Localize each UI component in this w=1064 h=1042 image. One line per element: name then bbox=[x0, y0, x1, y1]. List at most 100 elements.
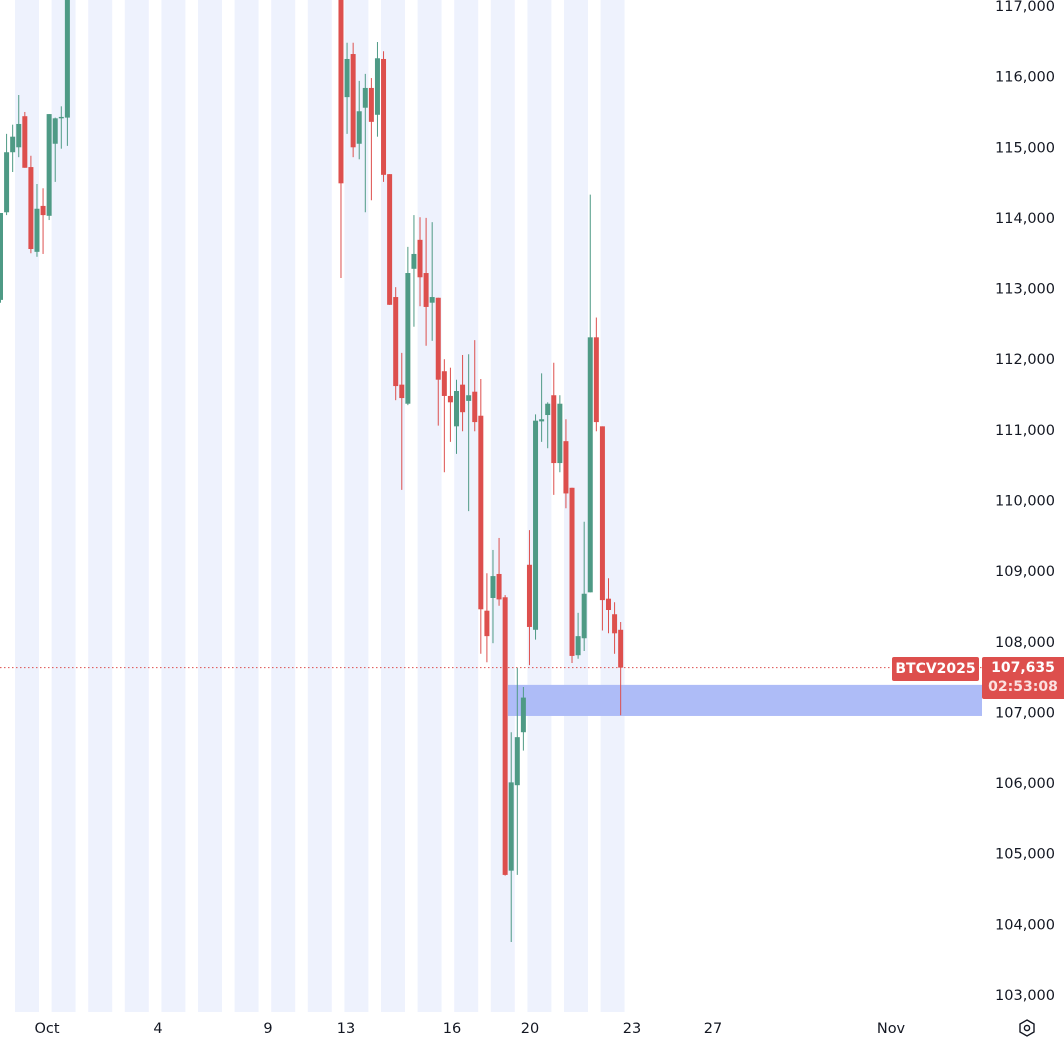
candle-body bbox=[593, 337, 599, 423]
candle-body bbox=[533, 420, 539, 630]
y-tick-label: 112,000 bbox=[995, 352, 1055, 368]
candle-body bbox=[0, 212, 3, 300]
y-tick-label: 111,000 bbox=[995, 423, 1055, 439]
candle bbox=[435, 297, 441, 426]
session-band bbox=[198, 0, 222, 1012]
candle bbox=[502, 595, 508, 876]
candle bbox=[599, 426, 605, 631]
x-tick-label: 23 bbox=[623, 1021, 641, 1037]
candle-body bbox=[64, 0, 70, 118]
candle-body bbox=[460, 384, 466, 413]
candle-body bbox=[58, 116, 64, 119]
candle bbox=[46, 114, 52, 221]
candle-body bbox=[557, 403, 563, 464]
candle bbox=[569, 487, 575, 663]
candle bbox=[58, 106, 64, 149]
y-tick-label: 103,000 bbox=[995, 988, 1055, 1004]
candle-body bbox=[490, 576, 496, 598]
x-tick-label: Oct bbox=[34, 1021, 59, 1037]
candle-body bbox=[387, 174, 393, 305]
candle-body bbox=[520, 697, 526, 733]
candle bbox=[508, 732, 514, 943]
candle-body bbox=[28, 167, 34, 250]
y-tick-label: 115,000 bbox=[995, 140, 1055, 156]
price-axis[interactable]: 117,000 116,000 115,000 114,000 113,000 112,0… bbox=[995, 0, 1055, 1004]
candle-body bbox=[338, 0, 344, 184]
candle bbox=[411, 215, 417, 327]
candle bbox=[533, 414, 539, 640]
candle-body bbox=[429, 297, 435, 303]
candle bbox=[557, 395, 563, 473]
candle bbox=[496, 537, 502, 606]
candle-body bbox=[344, 58, 350, 98]
candle bbox=[429, 222, 435, 341]
candle bbox=[28, 155, 34, 254]
candle-body bbox=[508, 782, 514, 871]
session-band bbox=[454, 0, 479, 1012]
candles bbox=[0, 0, 624, 943]
x-tick-label: Nov bbox=[877, 1021, 906, 1037]
candle bbox=[417, 217, 423, 307]
candle bbox=[472, 340, 478, 432]
bar-countdown: 02:53:08 bbox=[988, 679, 1058, 695]
session-bands bbox=[15, 0, 625, 1012]
candle bbox=[447, 367, 453, 442]
candle bbox=[4, 133, 10, 216]
candle-body bbox=[502, 597, 508, 875]
candle bbox=[490, 549, 496, 644]
y-tick-label: 110,000 bbox=[995, 494, 1055, 510]
session-band bbox=[271, 0, 296, 1012]
y-tick-label: 108,000 bbox=[995, 635, 1055, 651]
candle-body bbox=[612, 614, 618, 634]
zone-rect bbox=[508, 684, 982, 716]
chart-settings-icon[interactable] bbox=[1017, 1018, 1037, 1038]
candle bbox=[0, 212, 3, 303]
candle bbox=[575, 612, 581, 659]
candle bbox=[618, 622, 624, 716]
candle bbox=[52, 117, 58, 182]
candle bbox=[393, 287, 399, 401]
candle bbox=[34, 184, 40, 257]
x-tick-label: 27 bbox=[704, 1021, 722, 1037]
candle bbox=[368, 78, 374, 201]
time-axis[interactable]: Oct 4 9 13 16 20 23 27 Nov bbox=[34, 1021, 905, 1037]
candle-body bbox=[587, 337, 593, 593]
candle bbox=[441, 359, 447, 473]
candle bbox=[593, 317, 599, 432]
candle-body bbox=[606, 598, 611, 610]
x-tick-label: 16 bbox=[443, 1021, 461, 1037]
candle-body bbox=[362, 87, 368, 108]
candle bbox=[551, 362, 557, 495]
candle-body bbox=[514, 737, 520, 786]
candle bbox=[40, 188, 46, 254]
candle-body bbox=[472, 391, 478, 423]
candle bbox=[612, 602, 618, 654]
candle-body bbox=[22, 116, 28, 168]
candle-body bbox=[563, 441, 569, 494]
session-band bbox=[161, 0, 186, 1012]
candle bbox=[587, 194, 593, 593]
candle bbox=[405, 246, 411, 406]
candle-body bbox=[368, 87, 374, 122]
candle-body bbox=[34, 208, 40, 252]
candle bbox=[16, 95, 22, 158]
candle bbox=[484, 573, 490, 663]
candle-body bbox=[411, 253, 417, 269]
candle-body bbox=[405, 273, 411, 404]
candle-body bbox=[16, 123, 22, 148]
candle bbox=[64, 0, 70, 146]
candle bbox=[539, 373, 545, 442]
candle bbox=[338, 0, 344, 278]
candle-body bbox=[350, 54, 356, 148]
candle bbox=[526, 530, 532, 666]
candle bbox=[545, 402, 551, 449]
candle-body bbox=[466, 395, 472, 401]
candle-body bbox=[10, 136, 16, 153]
session-band bbox=[527, 0, 552, 1012]
x-tick-label: 4 bbox=[153, 1021, 162, 1037]
candle-body bbox=[441, 371, 447, 396]
candle-body bbox=[539, 419, 545, 422]
session-band bbox=[234, 0, 259, 1012]
x-tick-label: 20 bbox=[521, 1021, 539, 1037]
